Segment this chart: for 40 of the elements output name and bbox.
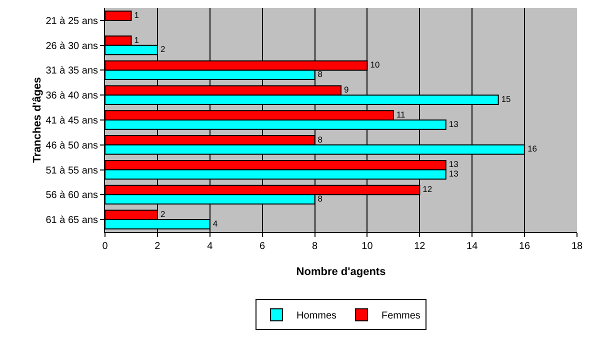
data-label: 9 bbox=[344, 84, 349, 95]
x-tick-label: 18 bbox=[571, 241, 583, 252]
y-tick-label: 21 à 25 ans bbox=[46, 16, 98, 27]
y-tick-label: 61 à 65 ans bbox=[46, 215, 98, 226]
data-label: 4 bbox=[212, 218, 218, 228]
x-tick-label: 10 bbox=[362, 241, 374, 252]
y-tick-label: 26 à 30 ans bbox=[46, 40, 98, 52]
x-tick-label: 16 bbox=[518, 241, 531, 252]
y-tick-label: 36 à 40 ans bbox=[46, 90, 98, 102]
data-label: 8 bbox=[318, 134, 323, 144]
x-tick-label: 14 bbox=[466, 241, 478, 252]
y-tick-label: 41 à 45 ans bbox=[46, 116, 98, 126]
data-label: 8 bbox=[318, 69, 323, 80]
data-label: 15 bbox=[501, 94, 512, 104]
x-tick-label: 0 bbox=[102, 241, 108, 252]
data-label: 2 bbox=[160, 209, 166, 220]
data-label: 10 bbox=[370, 60, 380, 70]
x-tick-label: 2 bbox=[154, 241, 161, 252]
data-label: 11 bbox=[396, 109, 406, 120]
y-tick-label: 46 à 50 ans bbox=[46, 140, 98, 152]
y-axis-title: Tranches d'âges bbox=[32, 77, 44, 163]
legend-label: Femmes bbox=[382, 310, 420, 322]
y-tick-label: 56 à 60 ans bbox=[46, 190, 98, 202]
data-label: 12 bbox=[422, 184, 432, 194]
y-tick-label: 51 à 55 ans bbox=[46, 165, 98, 176]
data-label: 13 bbox=[448, 168, 459, 179]
data-label: 2 bbox=[160, 44, 166, 54]
data-label: 1 bbox=[134, 10, 140, 20]
data-label: 8 bbox=[318, 193, 323, 204]
data-label: 16 bbox=[528, 144, 538, 154]
x-tick-label: 12 bbox=[414, 241, 426, 252]
x-tick-label: 4 bbox=[207, 241, 214, 252]
x-axis-title: Nombre d'agents bbox=[296, 266, 386, 278]
data-label: 1 bbox=[134, 34, 140, 45]
data-label: 13 bbox=[448, 118, 459, 129]
legend-label: Hommes bbox=[296, 310, 337, 322]
x-tick-label: 8 bbox=[312, 241, 318, 252]
x-tick-label: 6 bbox=[260, 241, 266, 252]
data-label: 13 bbox=[448, 159, 459, 170]
y-tick-label: 31 à 35 ans bbox=[46, 66, 98, 77]
